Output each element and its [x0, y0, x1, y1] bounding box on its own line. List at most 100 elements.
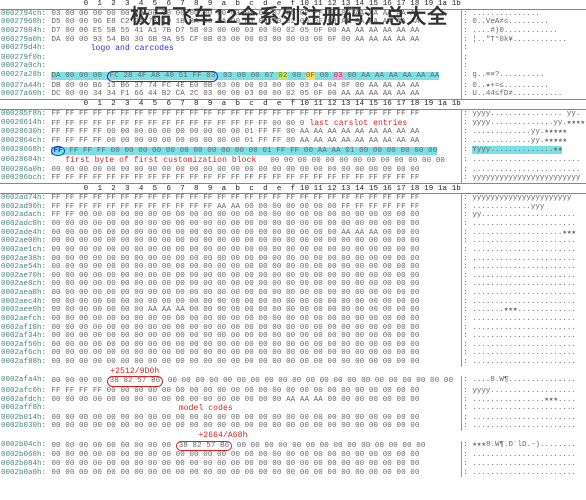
ascii-col: : .............yy.★★★★★: [462, 137, 586, 146]
hex-col: FF FF FF FF FF FF FF FF FF FF FF FF FF F…: [50, 174, 461, 183]
ascii-col: : yyyy...................: [462, 387, 586, 396]
ascii-col: : yyyy..............yy.★★★★: [462, 119, 586, 129]
offset-col: 0002ae54h:: [0, 263, 50, 272]
hex-col: FF FF FF FF 00 00 00 00 00 00 00 00 00 0…: [50, 128, 461, 137]
ascii-col: : .......................: [462, 422, 586, 431]
offset-col: 00027984h:: [0, 27, 50, 36]
offset-col: 000286bch:: [0, 174, 50, 183]
hex-col: 00 00 00 00 00 00 00 00 00 00 00 00 00 0…: [50, 237, 461, 246]
hex-col: FF FF FF FF 00 00 00 00 00 00 00 00 00 0…: [50, 137, 461, 146]
offset-col: 000285f8h:: [0, 110, 50, 119]
column-header: 0 1 2 3 4 5 6 7 8 9 a b c d e f 10 11 12…: [50, 185, 461, 194]
ascii-col: : .......................: [462, 332, 586, 341]
hex-col: [50, 54, 461, 63]
offset-col: 0002aefch:: [0, 315, 50, 324]
hex-col: FF FF FF FF 00 00 00 00 00 00 00 00 00 0…: [50, 146, 461, 157]
hex-col: DA 00 00 93 54 B0 30 6B 9A 95 CF 0B 03 0…: [50, 36, 461, 45]
ascii-col: : Yyyy..............★★: [462, 146, 586, 157]
hex-col: 00 00 00 00 00 00 00 00 00 00 00 00 00 0…: [50, 246, 461, 255]
hex-box-1: 38 82 57 B6: [107, 376, 164, 387]
hex-col: 00 00 00 00 00 00 00 00 00 00 00 00 00 0…: [50, 469, 461, 478]
ascii-col: : .......★★★.............: [462, 306, 586, 315]
hex-col: 00 00 00 00 00 00 00 00 00 00 00 00 00 0…: [50, 272, 461, 281]
offset-col: 0002aee0h:: [0, 306, 50, 315]
offset-col: 00027a60h:: [0, 90, 50, 99]
hex-col: FF FF FF FF FF FF FF FF FF FF FF FF FF F…: [50, 194, 461, 203]
hex-col: FF FF FF FF 00 00 00 00 00 00 00 00 00 0…: [50, 387, 461, 396]
ascii-col: : g..≡≡?..........: [462, 71, 586, 82]
ascii-col: : .......................: [462, 246, 586, 255]
hex-col: 00 00 00 00 00 00 00 00 00 00 00 00 00 0…: [50, 324, 461, 333]
hex-col: FF FF 00 00 00 00 00 00 00 00 00 00 00 0…: [50, 211, 461, 220]
hex-col: 00 00 00 00 00 00 00 00 00 00 00 00 00 0…: [50, 358, 461, 367]
hex-col: 00 00 00 00 00 00 00 00 00 00 00 00 00 0…: [50, 341, 461, 350]
offset-col: 0002b084h:: [0, 460, 50, 469]
hex-col: 00 00 00 00 00 00 00 AA AA AA 00 00 00 0…: [50, 306, 461, 315]
label-logo: logo and carcodes: [51, 44, 174, 53]
ascii-col: : .......................: [462, 469, 586, 478]
hex-col: 00 00 00 00 00 00 00 00 00 00 00 00 00 0…: [50, 396, 461, 405]
ascii-col: : ....#)0............: [462, 27, 586, 36]
ascii-col: : 0..★+≈≤..........: [462, 82, 586, 91]
ascii-col: : .......................: [462, 404, 586, 414]
offset-col: 0002aec4h:: [0, 298, 50, 307]
hex-col: DB 00 00 B6 13 B6 37 74 FC 4E E0 0B 03 0…: [50, 82, 461, 91]
ascii-col: : ................★★★....: [462, 396, 586, 405]
hex-col: DA 00 00 00 FC 28 4F A8 40 51 FF 03 03 0…: [50, 71, 461, 82]
offset-col: 0002af18h:: [0, 324, 50, 333]
hex-viewer: 0 1 2 3 4 5 6 7 8 9 a b c d e f 10 11 12…: [0, 0, 586, 477]
ascii-col: : ...............: [462, 9, 586, 18]
hex-col: 00 00 00 00 00 00 00 00 00 00 00 00 00 0…: [50, 289, 461, 298]
offset-col: 000279d4h:: [0, 44, 50, 54]
hex-col: 00 00 00 00 00 00 00 00 00 38 82 57 B6 0…: [50, 441, 461, 452]
ascii-col: : .......................: [462, 255, 586, 264]
ascii-col: : .......................: [462, 349, 586, 358]
hex-col: logo and carcodes: [50, 44, 461, 54]
ascii-col: : .......................: [462, 358, 586, 367]
hex-col: 00 00 00 00 00 00 00 00 00 00 00 00 00 0…: [50, 422, 461, 431]
hex-col: FF FF FF FF FF FF FF FF FF FF FF FF FF F…: [50, 119, 461, 129]
hex-col: 00 00 00 00 00 00 00 00 00 00 00 00 00 0…: [50, 255, 461, 264]
highlight-lime: 02: [278, 72, 287, 80]
hex-col: [50, 62, 461, 71]
offset-col: 00027968h:: [0, 18, 50, 27]
offset-col: 0002ad90h:: [0, 203, 50, 212]
page-title: 极品飞车12全系列注册码汇总大全: [130, 6, 448, 29]
ascii-col: :: [462, 54, 586, 63]
ascii-col: : yyyy................ yy.: [462, 110, 586, 119]
offset-col: 0002864ch:: [0, 137, 50, 146]
hex-col: model codes: [50, 404, 461, 414]
offset-col: 0002b068h:: [0, 451, 50, 460]
hex-col: 00 00 00 00 00 00 00 00 00 00 00 00 00 0…: [50, 263, 461, 272]
offset-col: 0002794ch:: [0, 9, 50, 18]
offset-col: 00028630h:: [0, 128, 50, 137]
ascii-col: : U..44≤fD≠...........: [462, 90, 586, 99]
offset-col: 0002ae00h:: [0, 237, 50, 246]
hex-col: 00 00 00 00 00 00 00 00 00 00 00 00 00 0…: [50, 414, 461, 423]
carcodes-box: FC 28 4F A8 40 51 FF 03: [107, 71, 219, 82]
ascii-col: : .......................: [462, 298, 586, 307]
offset-col: 0002b030h:: [0, 422, 50, 431]
ascii-col: : ....................★★★: [462, 229, 586, 238]
offset-col: 00028668h:: [0, 146, 50, 157]
hex-col: 00 00 00 00 38 82 57 B6 00 00 00 00 00 0…: [50, 376, 461, 387]
highlight-yellow: 0F: [306, 72, 315, 80]
ring-marker: FF: [51, 146, 64, 157]
offset-col: 00027a28h:: [0, 71, 50, 82]
offset-col: 0002ae38h:: [0, 255, 50, 264]
offset-col: 0002af6ch:: [0, 349, 50, 358]
ascii-col: : .......................: [462, 324, 586, 333]
offset-col: 0002b04ch:: [0, 441, 50, 452]
ascii-col: : .......................: [462, 289, 586, 298]
offset-col: 000279a0h:: [0, 36, 50, 45]
ascii-col: : ....8.W¶...............: [462, 376, 586, 387]
ascii-col: : .......................: [462, 341, 586, 350]
hex-col: DC 00 00 34 34 F1 66 44 B2 CA 2C 03 00 0…: [50, 90, 461, 99]
column-header: 0 1 2 3 4 5 6 7 8 9 a b c d e f 10 11 12…: [50, 100, 461, 109]
hex-col: FF FF FF FF FF FF FF FF FF FF FF FF FF F…: [50, 110, 461, 119]
offset-col: 0002af34h:: [0, 332, 50, 341]
ascii-col: : yyyyyyyyyyyyyyyyyyyyyyyy: [462, 174, 586, 183]
ascii-col: : .............yy.★★★★★: [462, 128, 586, 137]
hex-col: 00 00 00 00 00 00 00 00 00 00 00 00 00 0…: [50, 315, 461, 324]
highlight-pink: 03: [334, 72, 343, 80]
